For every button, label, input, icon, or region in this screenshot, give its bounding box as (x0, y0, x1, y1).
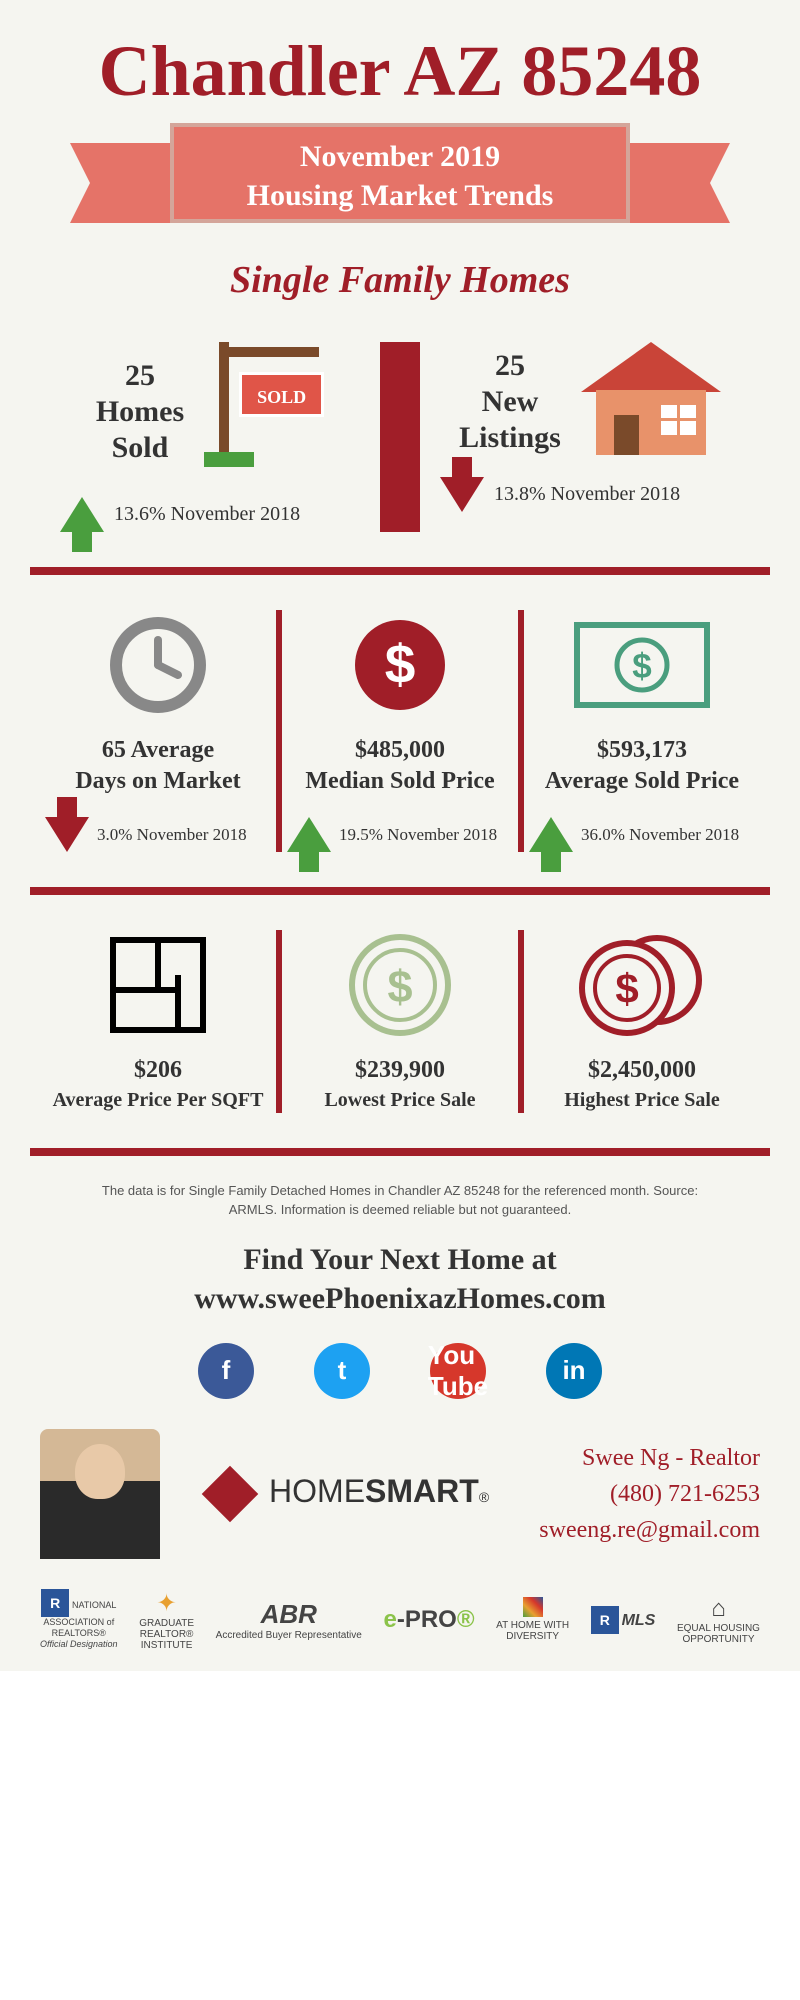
linkedin-icon[interactable]: in (546, 1343, 602, 1399)
homes-sold-value: 25 (125, 359, 155, 392)
days-on-market-cell: 65 Average Days on Market 3.0% November … (40, 600, 276, 862)
homes-sold-label1: Homes (96, 395, 184, 428)
lowest-price-cell: $ $239,900 Lowest Price Sale (282, 920, 518, 1122)
days-on-market-value: 65 Average (45, 735, 271, 766)
infographic-page: Chandler AZ 85248 November 2019 Housing … (0, 0, 800, 1671)
house-icon (581, 342, 721, 462)
highest-price-cell: $ $2,450,000 Highest Price Sale (524, 920, 760, 1122)
contact-row: HOMESMART® Swee Ng - Realtor (480) 721-6… (40, 1429, 760, 1559)
homes-sold-cell: 25 Homes Sold SOLD 13.6% November 2018 (40, 332, 380, 542)
cert-abr: ABRAccredited Buyer Representative (216, 1599, 362, 1641)
contact-info: Swee Ng - Realtor (480) 721-6253 sweeng.… (539, 1440, 760, 1548)
arrow-down-icon (440, 477, 484, 512)
lowest-label: Lowest Price Sale (287, 1087, 513, 1113)
avg-price-value: $593,173 (529, 735, 755, 766)
social-row: f t YouTube in (40, 1343, 760, 1399)
days-on-market-label: Days on Market (45, 766, 271, 797)
disclaimer-text: The data is for Single Family Detached H… (80, 1181, 720, 1220)
sqft-value: $206 (45, 1055, 271, 1086)
bottom-stats-row: $206 Average Price Per SQFT $ $239,900 L… (40, 920, 760, 1122)
brand-logo: HOMESMART® (210, 1473, 489, 1514)
contact-name: Swee Ng - Realtor (539, 1440, 760, 1476)
arrow-up-icon (529, 817, 573, 852)
avg-change-text: 36.0% November 2018 (581, 825, 739, 845)
cert-diversity: AT HOME WITHDIVERSITY (496, 1597, 569, 1642)
price-per-sqft-cell: $206 Average Price Per SQFT (40, 920, 276, 1122)
new-listings-change: 13.8% November 2018 (440, 477, 740, 512)
clock-icon (45, 610, 271, 720)
cta-line1: Find Your Next Home at (40, 1240, 760, 1279)
new-listings-change-text: 13.8% November 2018 (494, 483, 680, 506)
ribbon-line1: November 2019 (174, 137, 626, 176)
arrow-up-icon (60, 497, 104, 532)
new-listings-value: 25 (495, 349, 525, 382)
homesmart-icon (202, 1466, 259, 1523)
median-change-text: 19.5% November 2018 (339, 825, 497, 845)
horizontal-divider (30, 887, 770, 895)
contact-phone: (480) 721-6253 (539, 1476, 760, 1512)
realtor-photo (40, 1429, 160, 1559)
youtube-icon[interactable]: YouTube (430, 1343, 486, 1399)
ribbon-main: November 2019 Housing Market Trends (170, 123, 630, 223)
new-listings-text: 25 New Listings (459, 348, 561, 456)
median-price-label: Median Sold Price (287, 766, 513, 797)
dollar-bill-icon: $ (529, 610, 755, 720)
ribbon-banner: November 2019 Housing Market Trends (120, 123, 680, 243)
highest-value: $2,450,000 (529, 1055, 755, 1086)
dollar-outline-icon: $ (287, 930, 513, 1040)
facebook-icon[interactable]: f (198, 1343, 254, 1399)
avg-price-cell: $ $593,173 Average Sold Price 36.0% Nove… (524, 600, 760, 862)
top-stats-row: 25 Homes Sold SOLD 13.6% November 2018 (40, 332, 760, 542)
new-listings-label2: Listings (459, 421, 561, 454)
cta-block: Find Your Next Home at www.sweePhoenixaz… (40, 1240, 760, 1318)
sqft-label: Average Price Per SQFT (45, 1087, 271, 1113)
dollar-double-icon: $ (529, 930, 755, 1040)
vertical-divider (380, 342, 420, 532)
cert-gri: ✦GRADUATEREALTOR®INSTITUTE (139, 1589, 194, 1651)
floorplan-icon (45, 930, 271, 1040)
homes-sold-change-text: 13.6% November 2018 (114, 503, 300, 526)
cert-mls: R MLS (591, 1606, 656, 1634)
horizontal-divider (30, 1148, 770, 1156)
svg-text:$: $ (385, 633, 416, 695)
days-change-text: 3.0% November 2018 (97, 825, 247, 845)
sold-sign-icon: SOLD (204, 342, 324, 482)
certifications-row: R NATIONALASSOCIATION ofREALTORS®Officia… (40, 1579, 760, 1651)
median-price-change: 19.5% November 2018 (287, 817, 513, 852)
mid-stats-row: 65 Average Days on Market 3.0% November … (40, 600, 760, 862)
days-on-market-change: 3.0% November 2018 (45, 817, 271, 852)
avg-price-label: Average Sold Price (529, 766, 755, 797)
cert-nar: R NATIONALASSOCIATION ofREALTORS®Officia… (40, 1589, 118, 1650)
svg-text:$: $ (387, 961, 412, 1012)
avg-price-change: 36.0% November 2018 (529, 817, 755, 852)
contact-email: sweeng.re@gmail.com (539, 1512, 760, 1548)
dollar-circle-icon: $ (287, 610, 513, 720)
lowest-value: $239,900 (287, 1055, 513, 1086)
homes-sold-change: 13.6% November 2018 (60, 497, 360, 532)
horizontal-divider (30, 567, 770, 575)
median-price-cell: $ $485,000 Median Sold Price 19.5% Novem… (282, 600, 518, 862)
highest-label: Highest Price Sale (529, 1087, 755, 1113)
arrow-down-icon (45, 817, 89, 852)
main-title: Chandler AZ 85248 (40, 30, 760, 113)
new-listings-label1: New (482, 385, 539, 418)
subtitle: Single Family Homes (40, 258, 760, 302)
ribbon-line2: Housing Market Trends (174, 176, 626, 215)
homes-sold-text: 25 Homes Sold (96, 358, 184, 466)
twitter-icon[interactable]: t (314, 1343, 370, 1399)
cta-line2: www.sweePhoenixazHomes.com (40, 1279, 760, 1318)
median-price-value: $485,000 (287, 735, 513, 766)
cert-equal-housing: ⌂EQUAL HOUSINGOPPORTUNITY (677, 1595, 760, 1645)
homes-sold-label2: Sold (112, 431, 169, 464)
arrow-up-icon (287, 817, 331, 852)
svg-text:$: $ (615, 965, 638, 1012)
cert-epro: e-PRO® (383, 1606, 474, 1634)
svg-text:$: $ (632, 647, 651, 686)
new-listings-cell: 25 New Listings 13.8% November 2018 (420, 332, 760, 542)
